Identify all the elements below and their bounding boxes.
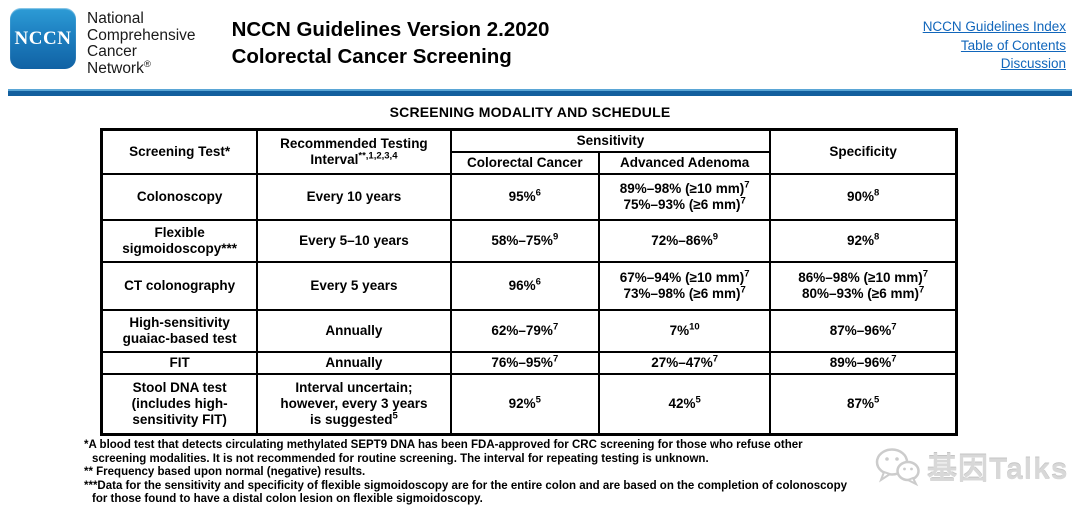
cell-test-name: Colonoscopy bbox=[100, 173, 259, 221]
cell-specificity: 87%5 bbox=[769, 373, 958, 435]
cell-specificity: 90%8 bbox=[769, 173, 958, 221]
table-row-flexible-sigmoidoscopy: Flexible sigmoidoscopy*** Every 5–10 year… bbox=[100, 219, 958, 263]
table-header-row-1: Screening Test* Recommended Testing Inter… bbox=[100, 128, 958, 175]
cell-sensitivity-adenoma: 89%–98% (≥10 mm)7 75%–93% (≥6 mm)7 bbox=[598, 173, 772, 221]
org-name-line: National bbox=[87, 10, 144, 27]
col-header-sensitivity: Sensitivity bbox=[449, 128, 772, 153]
cell-sensitivity-crc: 76%–95%7 bbox=[449, 351, 601, 375]
link-discussion[interactable]: Discussion bbox=[1000, 56, 1066, 71]
footnote-frequency: ** Frequency based upon normal (negative… bbox=[84, 466, 366, 478]
cell-interval: Annually bbox=[256, 351, 452, 375]
cell-interval: Interval uncertain; however, every 3 year… bbox=[256, 373, 452, 435]
table-row-fit: FIT Annually 76%–95%7 27%–47%7 89%–96%7 bbox=[100, 351, 958, 375]
col-header-screening-test: Screening Test* bbox=[100, 128, 259, 175]
org-name-line: Network® bbox=[87, 58, 151, 77]
cell-sensitivity-adenoma: 72%–86%9 bbox=[598, 219, 772, 263]
footnote-sigmoidoscopy-data: ***Data for the sensitivity and specific… bbox=[84, 479, 847, 506]
cell-test-name: FIT bbox=[100, 351, 259, 375]
header-divider-bar bbox=[8, 89, 1072, 96]
cell-interval: Every 10 years bbox=[256, 173, 452, 221]
col-header-interval: Recommended Testing Interval**,1,2,3,4 bbox=[256, 128, 452, 175]
screening-table: Screening Test* Recommended Testing Inter… bbox=[100, 128, 958, 436]
cell-specificity: 86%–98% (≥10 mm)7 80%–93% (≥6 mm)7 bbox=[769, 261, 958, 311]
page-title-line1: NCCN Guidelines Version 2.2020 bbox=[231, 18, 550, 41]
cell-sensitivity-crc: 58%–75%9 bbox=[449, 219, 601, 263]
cell-test-name: Stool DNA test (includes high-sensitivity… bbox=[100, 373, 259, 435]
cell-sensitivity-adenoma: 7%10 bbox=[598, 309, 772, 353]
table-row-colonoscopy: Colonoscopy Every 10 years 95%6 89%–98% … bbox=[100, 173, 958, 221]
org-name: National Comprehensive Cancer Network® bbox=[87, 8, 196, 77]
cell-interval: Every 5–10 years bbox=[256, 219, 452, 263]
table-header-row-2: Colorectal Cancer Advanced Adenoma bbox=[102, 151, 957, 175]
nccn-logo: NCCN bbox=[10, 8, 76, 69]
section-title: SCREENING MODALITY AND SCHEDULE bbox=[389, 104, 671, 120]
col-header-advanced-adenoma: Advanced Adenoma bbox=[598, 151, 772, 175]
footnote-blood-test: *A blood test that detects circulating m… bbox=[84, 439, 803, 465]
cell-specificity: 87%–96%7 bbox=[769, 309, 958, 353]
cell-sensitivity-adenoma: 42%5 bbox=[598, 373, 772, 435]
cell-sensitivity-crc: 62%–79%7 bbox=[449, 309, 601, 353]
cell-interval: Every 5 years bbox=[256, 261, 452, 311]
page-title: NCCN Guidelines Version 2.2020 Colorecta… bbox=[232, 8, 550, 70]
cell-sensitivity-crc: 92%5 bbox=[449, 373, 601, 435]
cell-test-name: CT colonography bbox=[100, 261, 259, 311]
header: NCCN National Comprehensive Cancer Netwo… bbox=[10, 8, 1066, 77]
table-row-stool-dna: Stool DNA test (includes high-sensitivity… bbox=[100, 373, 958, 435]
org-name-line: Cancer bbox=[87, 43, 137, 60]
col-header-colorectal-cancer: Colorectal Cancer bbox=[449, 151, 601, 175]
cell-specificity: 92%8 bbox=[769, 219, 958, 263]
cell-sensitivity-crc: 96%6 bbox=[449, 261, 601, 311]
cell-interval: Annually bbox=[256, 309, 452, 353]
org-name-line: Comprehensive bbox=[87, 26, 196, 44]
link-guidelines-index[interactable]: NCCN Guidelines Index bbox=[922, 19, 1066, 34]
footnotes: *A blood test that detects circulating m… bbox=[84, 439, 1029, 507]
link-table-of-contents[interactable]: Table of Contents bbox=[960, 37, 1066, 53]
guidelines-links: NCCN Guidelines Index Table of Contents … bbox=[923, 8, 1066, 74]
cell-specificity: 89%–96%7 bbox=[769, 351, 958, 375]
cell-test-name: Flexible sigmoidoscopy*** bbox=[100, 219, 259, 263]
col-header-specificity: Specificity bbox=[769, 128, 958, 175]
cell-sensitivity-adenoma: 27%–47%7 bbox=[598, 351, 772, 375]
page-title-line2: Colorectal Cancer Screening bbox=[231, 45, 512, 68]
cell-sensitivity-crc: 95%6 bbox=[449, 173, 601, 221]
table-row-guaiac-test: High-sensitivity guaiac-based test Annual… bbox=[100, 309, 958, 353]
cell-test-name: High-sensitivity guaiac-based test bbox=[100, 309, 259, 353]
table-row-ct-colonography: CT colonography Every 5 years 96%6 67%–9… bbox=[100, 261, 958, 311]
cell-sensitivity-adenoma: 67%–94% (≥10 mm)7 73%–98% (≥6 mm)7 bbox=[598, 261, 772, 311]
